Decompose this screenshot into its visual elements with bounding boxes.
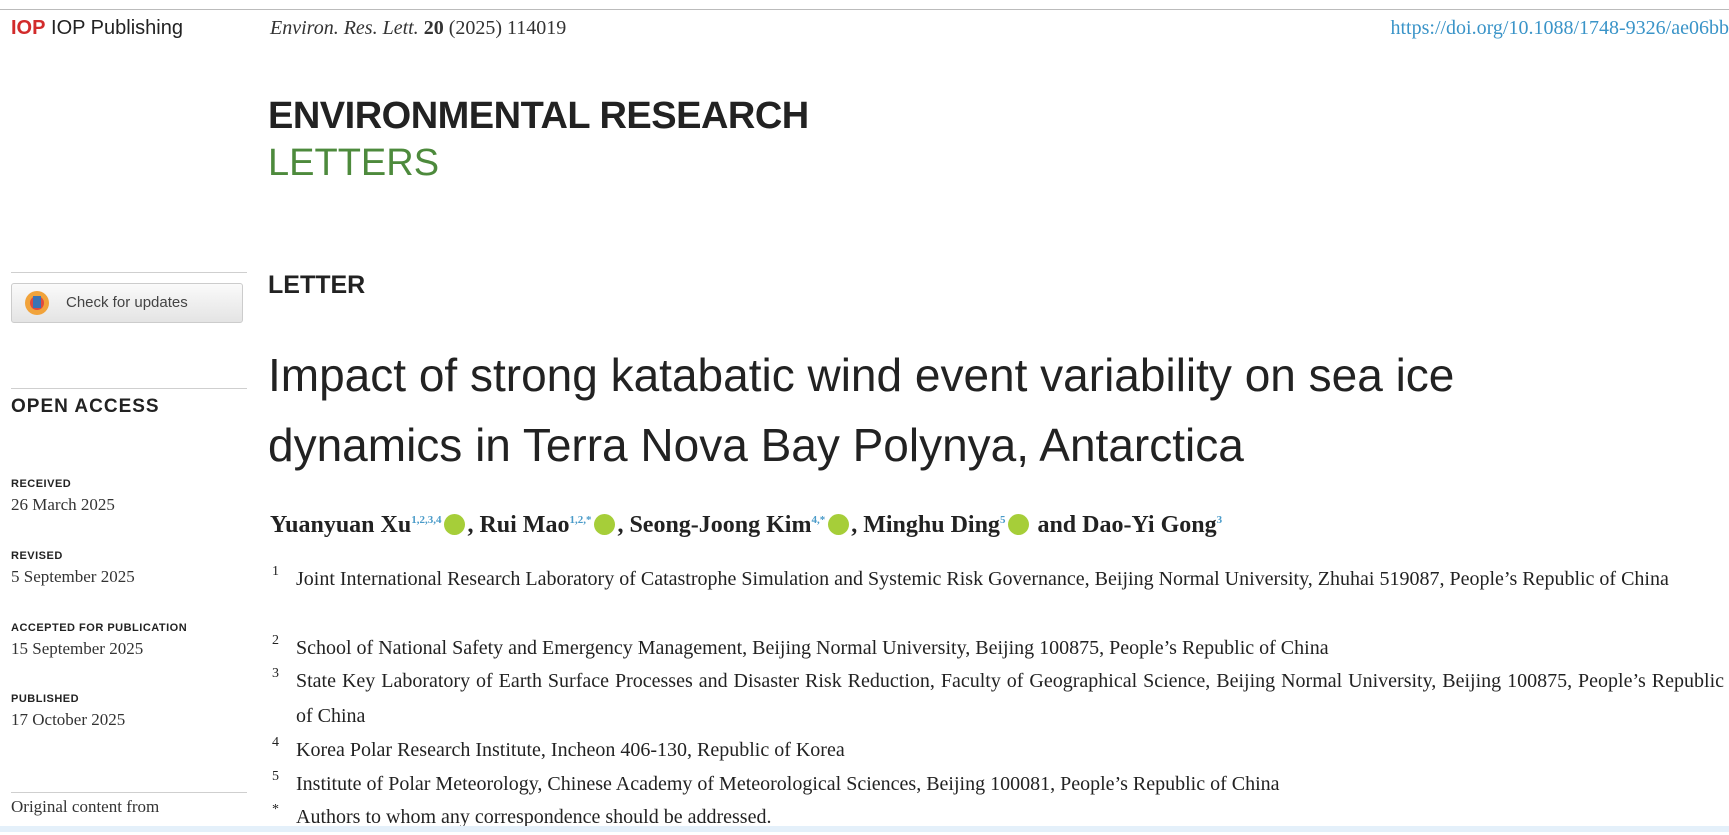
check-updates-icon — [25, 291, 49, 315]
journal-abbrev: Environ. Res. Lett. — [270, 17, 419, 39]
journal-name: ENVIRONMENTAL RESEARCH — [268, 95, 809, 137]
author-affiliations: 1,2,* — [569, 514, 592, 526]
date-label: PUBLISHED — [11, 693, 80, 705]
author-affiliations: 5 — [999, 514, 1006, 526]
volume: 20 — [423, 17, 444, 39]
author-name: Seong-Joong Kim — [629, 512, 812, 538]
separator: , — [467, 512, 474, 538]
publisher-name: IOP Publishing — [51, 17, 183, 39]
author-affiliations: 3 — [1216, 514, 1223, 526]
bottom-bar — [0, 826, 1729, 832]
sidebar-rule — [11, 388, 247, 389]
affiliation-text: Joint International Research Laboratory … — [296, 568, 1669, 590]
publisher: IOP IOP Publishing — [11, 17, 183, 39]
affiliation-mark: 4 — [272, 735, 279, 750]
affiliation-text: Korea Polar Research Institute, Incheon … — [296, 739, 845, 761]
check-updates-label: Check for updates — [66, 294, 188, 311]
orcid-icon — [828, 514, 850, 535]
date-value: 15 September 2025 — [11, 639, 144, 658]
affiliation-mark: 2 — [272, 633, 279, 648]
date-label: ACCEPTED FOR PUBLICATION — [11, 622, 188, 634]
top-rule — [0, 9, 1729, 10]
article-type: LETTER — [268, 271, 366, 299]
affiliation-text: State Key Laboratory of Earth Surface Pr… — [296, 670, 1724, 727]
open-access: OPEN ACCESS — [11, 396, 160, 417]
orcid-icon — [1008, 514, 1030, 535]
journal-name-2: LETTERS — [268, 142, 440, 184]
date-value: 17 October 2025 — [11, 710, 126, 729]
affiliation-mark: * — [272, 802, 279, 817]
date-value: 5 September 2025 — [11, 567, 135, 586]
author-name: Yuanyuan Xu — [270, 512, 412, 538]
affiliation-text: Authors to whom any correspondence shoul… — [296, 806, 772, 828]
authors: Yuanyuan Xu1,2,3,4, Rui Mao1,2,*, Seong-… — [270, 512, 1222, 539]
date-label: RECEIVED — [11, 478, 72, 490]
sidebar-rule — [11, 272, 247, 273]
affiliation-text: Institute of Polar Meteorology, Chinese … — [296, 773, 1280, 795]
year-issue: (2025) 114019 — [448, 17, 567, 39]
affiliation-text: School of National Safety and Emergency … — [296, 637, 1329, 659]
license: Original content from — [11, 797, 160, 816]
separator: , — [617, 512, 624, 538]
author-affiliations: 4,* — [811, 514, 826, 526]
sidebar-rule — [11, 792, 247, 793]
date-value: 26 March 2025 — [11, 495, 115, 514]
author-name: Rui Mao — [479, 512, 570, 538]
orcid-icon — [594, 514, 616, 535]
affiliation-mark: 1 — [272, 564, 279, 579]
citation: Environ. Res. Lett. 20 (2025) 114019 — [270, 17, 566, 40]
affiliation-mark: 5 — [272, 769, 279, 784]
author-affiliations: 1,2,3,4 — [411, 514, 442, 526]
orcid-icon — [444, 514, 466, 535]
author-name: Minghu Ding — [863, 512, 1000, 538]
conjunction: and — [1037, 512, 1077, 538]
author-name: Dao-Yi Gong — [1082, 512, 1217, 538]
date-label: REVISED — [11, 550, 63, 562]
separator: , — [851, 512, 858, 538]
doi-link[interactable]: https://doi.org/10.1088/1748-9326/ae06bb — [1390, 17, 1729, 39]
check-updates-button[interactable]: Check for updates — [11, 283, 243, 323]
article-title: Impact of strong katabatic wind event va… — [268, 349, 1455, 471]
affiliation-mark: 3 — [272, 666, 279, 681]
